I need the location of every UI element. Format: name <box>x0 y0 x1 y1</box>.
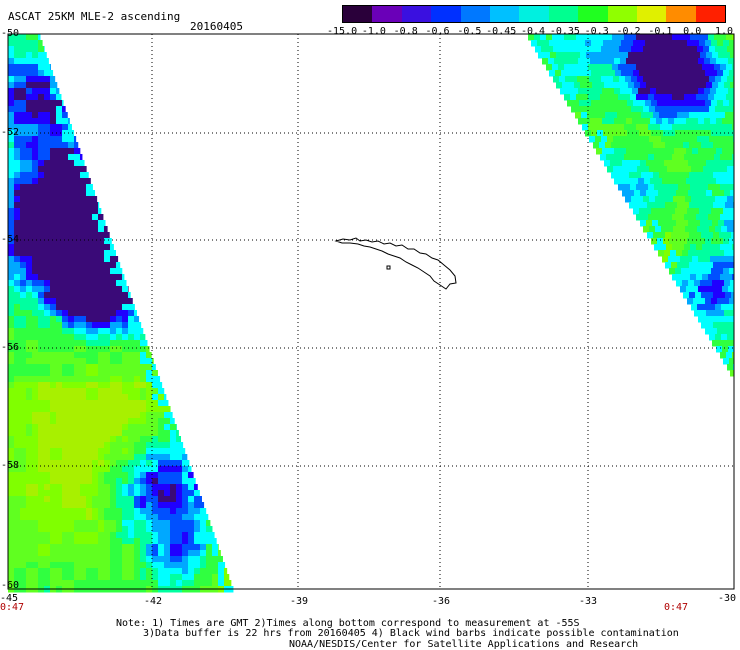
color-scale-segment <box>519 6 549 22</box>
lat-label: -60 <box>1 580 20 591</box>
lat-lon-grid <box>8 34 734 589</box>
coastline-islet <box>386 265 391 270</box>
south-georgia-coastline <box>334 237 457 290</box>
color-scale-segment <box>401 6 432 22</box>
lon-label: -42 <box>144 596 163 607</box>
lat-label: -58 <box>1 460 20 471</box>
lon-label: -30 <box>718 593 737 604</box>
color-scale-label: -0.8 <box>393 26 418 37</box>
color-scale-segment <box>489 6 520 22</box>
footer-note-1: Note: 1) Times are GMT 2)Times along bot… <box>116 618 580 629</box>
lat-label: -50 <box>1 28 20 39</box>
product-date: 20160405 <box>190 20 243 33</box>
map-frame <box>7 33 735 590</box>
color-scale-segment <box>607 6 637 22</box>
lon-label: -45 <box>0 593 19 604</box>
color-scale-segment <box>372 6 402 22</box>
color-scale-segment <box>695 6 726 22</box>
time-label-left: 0:47 <box>0 602 25 613</box>
color-scale-segment <box>431 6 461 22</box>
time-label-right: 0:47 <box>664 602 689 613</box>
lat-label: -52 <box>1 127 20 138</box>
color-scale-label: -15.0 <box>327 26 358 37</box>
color-scale-label: -0.6 <box>425 26 450 37</box>
color-scale-segment <box>460 6 490 22</box>
lon-label: -36 <box>432 596 451 607</box>
color-scale-label: -1.0 <box>361 26 386 37</box>
lat-label: -56 <box>1 342 20 353</box>
color-scale-label: -0.4 <box>521 26 546 37</box>
color-scale-segment <box>636 6 667 22</box>
color-scale-segment <box>548 6 579 22</box>
lon-label: -33 <box>579 596 598 607</box>
color-scale-bar <box>342 5 726 23</box>
lat-label: -54 <box>1 234 20 245</box>
color-scale-label: -0.1 <box>648 26 673 37</box>
footer-note-2: 3)Data buffer is 22 hrs from 20160405 4)… <box>143 628 679 639</box>
color-scale-label: 0.0 <box>683 26 702 37</box>
color-scale-label: -0.5 <box>457 26 482 37</box>
lon-label: -39 <box>290 596 309 607</box>
color-scale-label: -0.35 <box>549 26 580 37</box>
footer-note-3: NOAA/NESDIS/Center for Satellite Applica… <box>289 639 639 650</box>
color-scale-label: -0.2 <box>616 26 641 37</box>
product-title: ASCAT 25KM MLE-2 ascending <box>8 10 181 23</box>
color-scale-label: 1.0 <box>715 26 734 37</box>
color-scale-label: -0.45 <box>486 26 517 37</box>
color-scale-label: -0.3 <box>584 26 609 37</box>
color-scale-segment <box>666 6 696 22</box>
color-scale-segment <box>578 6 608 22</box>
color-scale-labels: -15.0 -1.0 -0.8 -0.6 -0.5 -0.45 -0.4 -0.35 -0.3-… <box>327 26 734 38</box>
wind-swaths <box>8 34 735 593</box>
color-scale-segment <box>343 6 373 22</box>
